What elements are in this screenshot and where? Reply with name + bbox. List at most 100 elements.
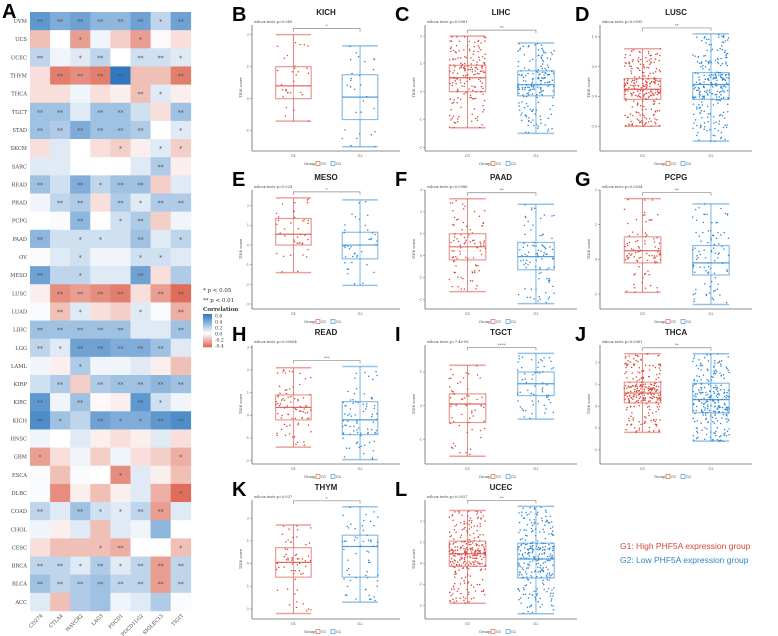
data-point <box>452 115 455 117</box>
data-point <box>376 374 378 377</box>
data-point <box>643 415 646 418</box>
data-point <box>641 370 643 372</box>
data-point <box>457 72 459 75</box>
data-point <box>537 55 539 57</box>
data-point <box>640 381 643 384</box>
data-point <box>464 554 467 557</box>
data-point <box>655 378 657 380</box>
data-point <box>721 62 724 65</box>
data-point <box>726 124 728 126</box>
heatmap-cell <box>170 538 192 557</box>
data-point <box>531 611 534 614</box>
data-point <box>637 371 639 373</box>
data-point <box>343 548 345 551</box>
data-point <box>454 549 457 552</box>
data-point <box>373 525 375 527</box>
data-point <box>644 235 647 238</box>
heatmap-cell-signif: ** <box>37 55 43 62</box>
data-point <box>472 257 475 259</box>
data-point <box>699 90 701 93</box>
data-point <box>716 49 719 51</box>
data-point <box>356 537 358 539</box>
data-point <box>625 393 627 395</box>
data-point <box>623 84 626 87</box>
data-point <box>652 238 655 240</box>
data-point <box>546 268 548 271</box>
data-point <box>698 400 700 402</box>
data-point <box>297 227 300 230</box>
data-point <box>530 574 532 577</box>
data-point <box>521 86 524 89</box>
data-point <box>350 144 352 147</box>
data-point <box>342 425 344 428</box>
data-point <box>352 402 354 405</box>
data-point <box>370 133 373 136</box>
data-point <box>525 573 528 575</box>
data-point <box>453 559 456 561</box>
heatmap-cell-signif: ** <box>158 346 164 353</box>
data-point <box>728 419 730 422</box>
data-point <box>625 97 627 100</box>
legend-key-g1 <box>315 161 321 166</box>
data-point <box>288 370 291 372</box>
data-point <box>727 237 730 240</box>
heatmap-cell <box>130 320 151 339</box>
data-point <box>715 395 718 397</box>
heatmap-cell <box>50 48 71 67</box>
data-point <box>697 89 699 92</box>
data-point <box>537 300 539 302</box>
data-point <box>462 544 464 547</box>
data-point <box>707 369 709 372</box>
heatmap-cell <box>150 411 171 430</box>
data-point <box>524 551 527 554</box>
wilcox-test-label: wilcox.tests p=0.00064 <box>254 340 297 344</box>
data-point <box>652 103 655 105</box>
data-point <box>701 402 703 404</box>
data-point <box>456 257 458 260</box>
data-point <box>477 547 479 550</box>
data-point <box>309 527 312 529</box>
data-point <box>533 557 535 559</box>
heatmap-cell <box>150 393 171 412</box>
data-point <box>539 268 542 270</box>
colorbar-segment <box>203 339 212 341</box>
colorbar-segment <box>203 333 212 336</box>
data-point <box>528 564 531 566</box>
data-point <box>728 371 730 374</box>
data-point <box>454 566 456 569</box>
data-point <box>712 386 715 389</box>
significance-bracket <box>642 27 712 31</box>
data-point <box>630 120 632 123</box>
heatmap-cell <box>150 12 171 31</box>
data-point <box>657 214 659 216</box>
data-point <box>647 67 650 69</box>
data-point <box>724 57 727 59</box>
data-point <box>627 116 629 118</box>
significance-bracket <box>293 28 361 32</box>
data-point <box>472 554 474 557</box>
heatmap-cell <box>70 429 91 448</box>
data-point <box>301 93 304 96</box>
data-point <box>725 73 727 76</box>
colorbar-segment <box>203 345 212 348</box>
data-point <box>535 594 538 596</box>
data-point <box>700 62 703 64</box>
heatmap-row-label: CESC <box>12 545 27 551</box>
heatmap-cell-signif: ** <box>178 418 184 425</box>
data-point <box>704 427 706 429</box>
data-point <box>373 596 375 598</box>
data-point <box>296 536 298 538</box>
heatmap-cell <box>130 538 151 557</box>
heatmap-cell <box>70 592 91 612</box>
data-point <box>540 65 542 67</box>
data-point <box>644 98 647 100</box>
data-point <box>706 378 708 381</box>
data-point <box>344 404 346 407</box>
data-point <box>546 64 549 66</box>
heatmap-cell <box>30 538 51 557</box>
data-point <box>363 444 366 446</box>
data-point <box>654 420 656 423</box>
data-point <box>470 96 473 99</box>
data-point <box>292 406 294 409</box>
data-point <box>547 66 550 69</box>
